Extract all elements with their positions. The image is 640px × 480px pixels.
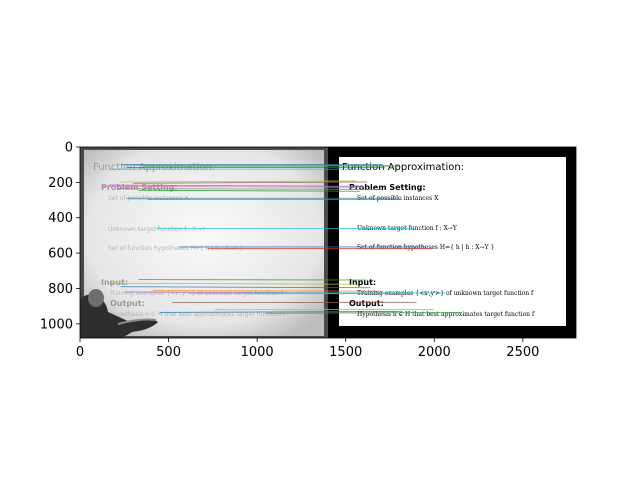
y-tick-label: 0 (65, 141, 73, 156)
presenter-figure (80, 289, 158, 338)
match-line (159, 311, 403, 313)
match-line (117, 188, 382, 190)
match-line (120, 180, 357, 183)
document-page (339, 157, 566, 326)
x-tick-label: 2000 (418, 345, 451, 360)
y-tick-label: 200 (48, 176, 73, 191)
x-tick-label: 500 (156, 345, 181, 360)
match-line (108, 282, 359, 285)
projection-screen (84, 150, 324, 336)
left-slide-item: Unknown target function f : X→Y (108, 226, 205, 233)
right-doc-header-input: Input: (349, 278, 376, 287)
match-lines (101, 164, 461, 314)
y-tick-label: 600 (48, 247, 73, 262)
left-slide-header-output: Output: (110, 299, 145, 308)
y-axis: 0 200 400 600 800 1000 (40, 141, 80, 332)
match-line (138, 189, 360, 192)
axes: 0 500 1000 1500 2000 2500 0 200 400 600 800 1000 (40, 141, 577, 360)
right-doc-item: Training examples {<xⁱ,yⁱ>} of unknown t… (357, 290, 534, 297)
match-line (108, 184, 364, 187)
match-line (101, 185, 362, 188)
match-line (120, 286, 371, 289)
x-tick-label: 0 (76, 345, 84, 360)
left-slide-item: Set of function hypotheses H={ h | h : X… (108, 245, 244, 252)
y-tick-label: 400 (48, 211, 73, 226)
left-slide-item: Hypothesis h ∈ H that best approximates … (110, 311, 286, 318)
right-doc-header-problem: Problem Setting: (349, 183, 426, 192)
right-doc-item: Set of function hypotheses H={ h | h : X… (357, 244, 494, 251)
x-axis: 0 500 1000 1500 2000 2500 (76, 338, 539, 360)
left-slide-header-problem: Problem Setting: (101, 183, 178, 192)
match-line (265, 312, 461, 314)
y-tick-label: 1000 (40, 317, 73, 332)
y-tick-label: 800 (48, 282, 73, 297)
right-doc-header-output: Output: (349, 299, 384, 308)
right-doc-item: Hypothesis h ∈ H that best approximates … (357, 311, 535, 318)
match-line (152, 290, 382, 292)
right-doc-title: Function Approximation: (342, 162, 464, 173)
left-slide-header-input: Input: (101, 278, 128, 287)
axes-frame (79, 146, 577, 339)
x-tick-label: 1000 (241, 345, 274, 360)
match-line (133, 181, 367, 184)
x-tick-label: 1500 (329, 345, 362, 360)
x-tick-label: 2500 (506, 345, 539, 360)
right-doc-item: Set of possible instances X (357, 195, 439, 202)
